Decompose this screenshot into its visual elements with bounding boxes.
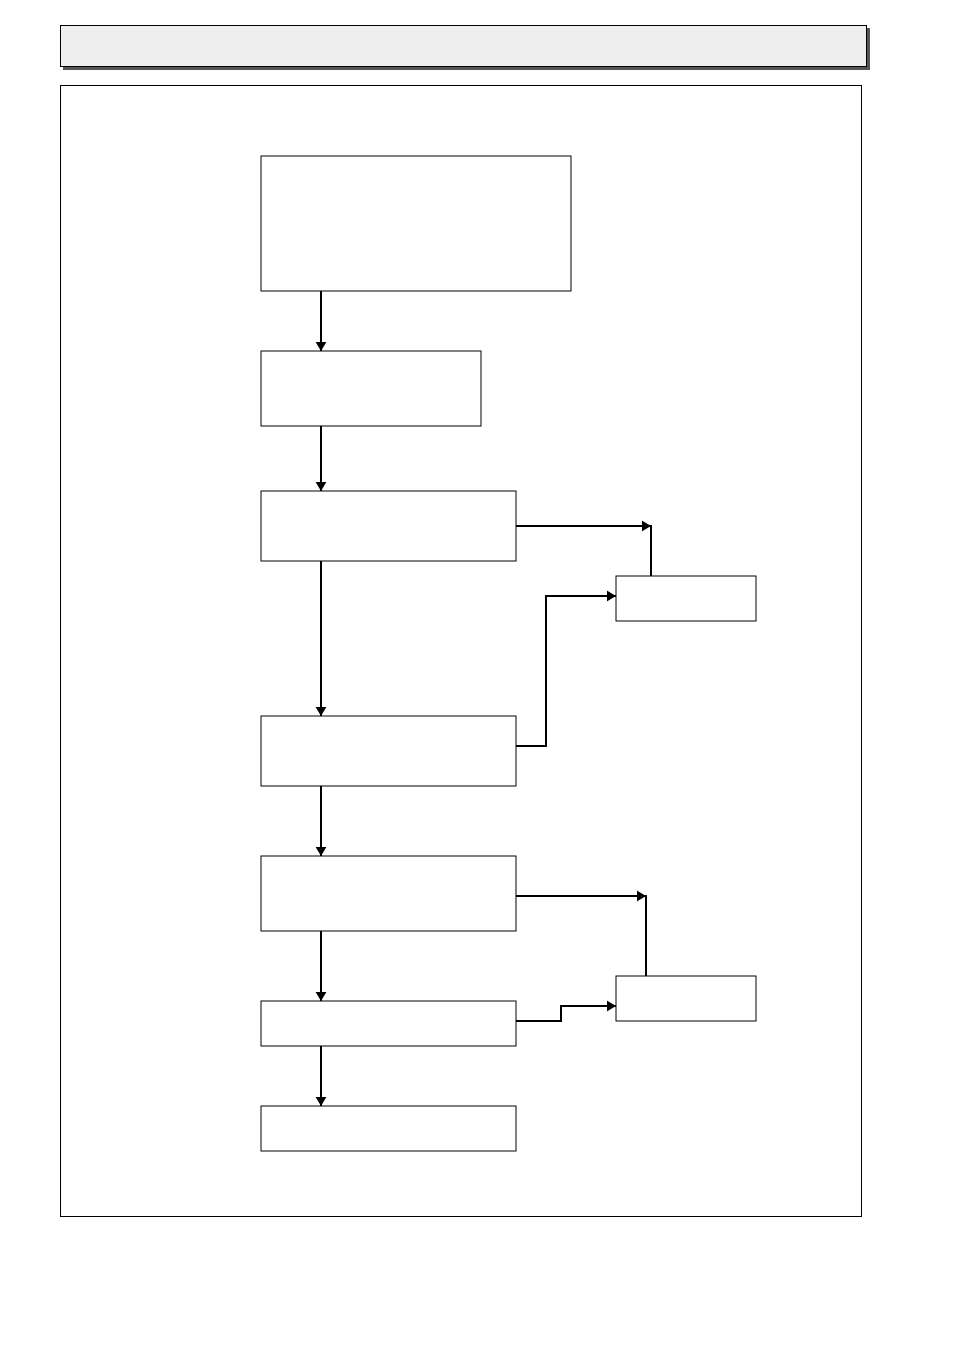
- flowchart-box: [261, 351, 481, 426]
- flowchart-box: [261, 716, 516, 786]
- flowchart-box: [261, 856, 516, 931]
- arrowhead-icon: [637, 891, 646, 902]
- flowchart-frame: [60, 85, 862, 1217]
- flowchart-edge: [516, 1006, 616, 1021]
- flowchart-edge: [516, 596, 616, 746]
- flowchart-edge: [516, 896, 646, 976]
- flowchart-box: [261, 491, 516, 561]
- flowchart-box: [261, 156, 571, 291]
- arrowhead-icon: [316, 707, 327, 716]
- arrowhead-icon: [607, 591, 616, 602]
- arrowhead-icon: [316, 482, 327, 491]
- flowchart-box: [261, 1106, 516, 1151]
- flowchart-svg: [61, 86, 861, 1216]
- arrowhead-icon: [316, 1097, 327, 1106]
- arrowhead-icon: [316, 992, 327, 1001]
- arrowhead-icon: [316, 342, 327, 351]
- arrowhead-icon: [642, 521, 651, 532]
- header-bar: [60, 25, 867, 67]
- flowchart-box: [616, 576, 756, 621]
- flowchart-box: [261, 1001, 516, 1046]
- arrowhead-icon: [316, 847, 327, 856]
- arrowhead-icon: [607, 1001, 616, 1012]
- flowchart-edge: [516, 526, 651, 576]
- flowchart-box: [616, 976, 756, 1021]
